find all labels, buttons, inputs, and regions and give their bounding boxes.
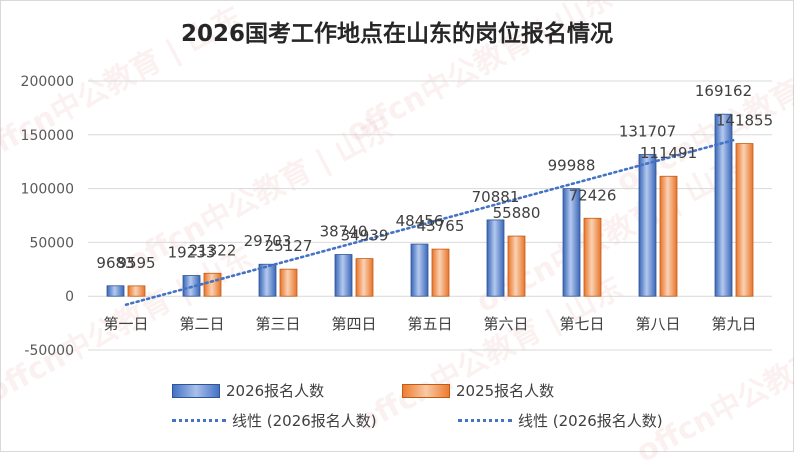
data-label: 72426 — [569, 186, 617, 204]
legend-dotted-line-icon — [458, 419, 512, 422]
legend-dotted-line-icon — [172, 419, 226, 422]
data-label: 70881 — [472, 188, 520, 206]
chart-title: 2026国考工作地点在山东的岗位报名情况 — [180, 21, 613, 47]
data-label: 48456 — [396, 212, 444, 230]
bar-2025 — [279, 268, 298, 297]
legend-swatch-orange-icon — [402, 383, 450, 398]
x-tick-label: 第六日 — [483, 315, 528, 333]
legend-item-2025[interactable]: 2025报名人数 — [402, 380, 554, 401]
trendline — [124, 138, 736, 307]
bar-2025 — [431, 248, 450, 297]
legend-label: 2025报名人数 — [456, 382, 555, 400]
data-label: 19233 — [168, 244, 216, 262]
bar-2026 — [562, 188, 581, 297]
bar-2026 — [410, 243, 429, 297]
y-tick-label: 0 — [65, 289, 74, 305]
data-label: 43765 — [417, 217, 465, 235]
data-label: 29703 — [244, 232, 292, 250]
legend: 2026报名人数 2025报名人数 — [172, 380, 554, 401]
legend-swatch-blue-icon — [172, 383, 220, 398]
gridlines — [88, 80, 772, 351]
data-label: 9595 — [117, 254, 155, 272]
trendline-linear — [124, 138, 736, 307]
data-label: 131707 — [619, 122, 676, 140]
legend-item-trend-1[interactable]: 线性 (2026报名人数) — [172, 410, 458, 431]
y-axis: -50000 0 50000 100000 150000 200000 — [21, 74, 74, 359]
bar-2025 — [203, 272, 222, 297]
x-tick-label: 第八日 — [635, 315, 680, 333]
x-tick-label: 第二日 — [179, 315, 224, 333]
bar-2025 — [127, 285, 146, 297]
legend-trendlines: 线性 (2026报名人数) 线性 (2026报名人数) — [172, 410, 663, 431]
bar-2026 — [258, 263, 277, 297]
data-label: 21322 — [189, 241, 237, 259]
bar-2026 — [638, 154, 657, 297]
y-tick-label: 50000 — [29, 235, 74, 251]
bar-2026 — [334, 254, 353, 297]
data-label: 111491 — [640, 144, 697, 162]
bar-2025 — [583, 217, 602, 297]
bar-2025 — [659, 175, 678, 297]
bar-2026 — [714, 113, 733, 297]
data-label: 169162 — [695, 82, 752, 100]
legend-label: 2026报名人数 — [226, 382, 325, 400]
data-label: 141855 — [716, 112, 773, 130]
y-tick-label: -50000 — [24, 343, 74, 359]
x-tick-label: 第七日 — [559, 315, 604, 333]
legend-label: 线性 (2026报名人数) — [232, 412, 377, 430]
x-tick-label: 第九日 — [711, 315, 756, 333]
bar-series — [106, 113, 754, 297]
data-label: 38740 — [320, 223, 368, 241]
bar-2025 — [507, 235, 526, 297]
legend-item-trend-2[interactable]: 线性 (2026报名人数) — [458, 410, 663, 431]
x-tick-label: 第一日 — [103, 315, 148, 333]
x-tick-label: 第四日 — [331, 315, 376, 333]
bar-2025 — [735, 143, 754, 297]
data-label: 55880 — [493, 204, 541, 222]
y-tick-label: 100000 — [21, 182, 74, 198]
x-tick-label: 第三日 — [255, 315, 300, 333]
x-axis: 第一日 第二日 第三日 第四日 第五日 第六日 第七日 第八日 第九日 — [103, 315, 756, 333]
y-tick-label: 200000 — [21, 74, 74, 90]
data-label: 99988 — [548, 157, 596, 175]
data-label: 25127 — [265, 237, 313, 255]
legend-item-2026[interactable]: 2026报名人数 — [172, 380, 402, 401]
data-label: 9683 — [96, 254, 134, 272]
bar-2026 — [106, 285, 125, 297]
bar-2025 — [355, 258, 374, 297]
data-label: 34939 — [341, 227, 389, 245]
legend-label: 线性 (2026报名人数) — [518, 412, 663, 430]
y-tick-label: 150000 — [21, 128, 74, 144]
x-tick-label: 第五日 — [407, 315, 452, 333]
bar-2026 — [486, 219, 505, 297]
